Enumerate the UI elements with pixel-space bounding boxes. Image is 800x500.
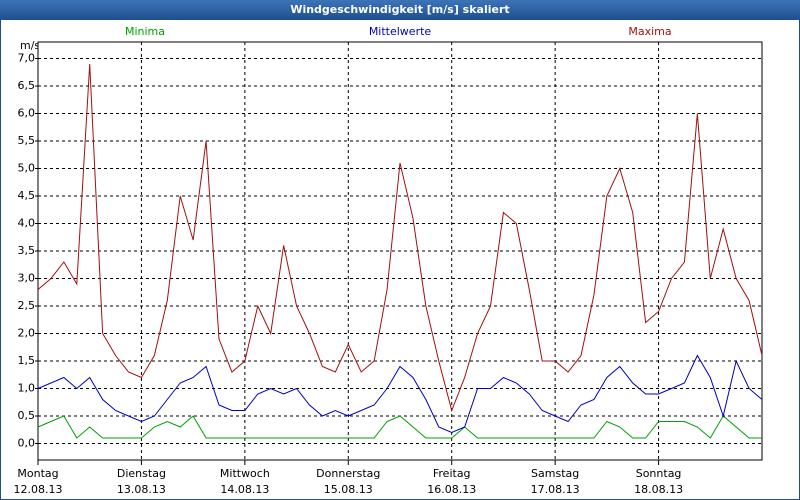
x-tick-date: 14.08.13	[220, 483, 269, 496]
x-tick-date: 17.08.13	[531, 483, 580, 496]
y-tick-label: 2,5	[18, 299, 36, 312]
x-tick-date: 15.08.13	[324, 483, 373, 496]
x-tick-date: 12.08.13	[14, 483, 63, 496]
y-tick-label: 3,5	[18, 244, 36, 257]
y-axis-label: m/s	[20, 39, 40, 52]
y-tick-label: 5,0	[18, 162, 36, 175]
y-tick-label: 3,0	[18, 272, 36, 285]
y-tick-label: 4,0	[18, 217, 36, 230]
legend-label: Maxima	[628, 25, 671, 38]
x-tick-label: Montag	[17, 467, 58, 480]
series-line	[37, 63, 763, 413]
y-tick-label: 5,5	[18, 134, 36, 147]
series-line	[37, 354, 763, 434]
y-tick-label: 1,0	[18, 382, 36, 395]
chart-title: Windgeschwindigkeit [m/s] skaliert	[290, 3, 509, 16]
x-tick-label: Dienstag	[117, 467, 166, 480]
y-tick-label: 0,0	[18, 437, 36, 450]
y-tick-label: 7,0	[18, 52, 36, 65]
x-tick-date: 16.08.13	[427, 483, 476, 496]
legend-label: Mittelwerte	[369, 25, 432, 38]
y-tick-label: 0,5	[18, 409, 36, 422]
title-bar	[0, 0, 800, 20]
y-tick-label: 2,0	[18, 327, 36, 340]
legend-label: Minima	[125, 25, 165, 38]
y-tick-label: 6,5	[18, 79, 36, 92]
series-line	[37, 415, 762, 439]
y-tick-label: 1,5	[18, 354, 36, 367]
x-tick-label: Donnerstag	[316, 467, 380, 480]
x-tick-date: 18.08.13	[634, 483, 683, 496]
x-tick-label: Samstag	[531, 467, 579, 480]
x-tick-date: 13.08.13	[117, 483, 166, 496]
x-tick-label: Mittwoch	[220, 467, 270, 480]
y-tick-label: 6,0	[18, 107, 36, 120]
y-tick-label: 4,5	[18, 189, 36, 202]
x-tick-label: Sonntag	[636, 467, 682, 480]
x-tick-label: Freitag	[433, 467, 471, 480]
